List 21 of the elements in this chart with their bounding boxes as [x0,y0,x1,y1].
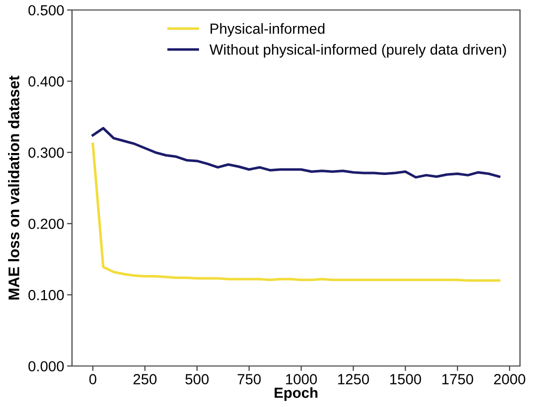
x-tick-label: 1000 [286,374,317,384]
x-tick-label: 0 [89,374,96,384]
legend-label: Physical-informed [210,23,324,37]
x-tick-label: 1750 [442,374,474,384]
x-tick-label: 1250 [338,374,369,384]
x-axis-title: Epoch [274,387,318,401]
y-tick-label: 0.100 [28,290,64,300]
x-tick-label: 2000 [494,374,526,384]
y-axis-title: MAE loss on validation dataset [8,76,20,300]
line-series [92,142,500,282]
line-series [92,126,500,179]
y-tick-label: 0.000 [28,361,64,372]
x-tick-label: 500 [185,374,209,384]
x-tick-label: 250 [134,374,157,384]
x-tick-label: 1500 [390,374,422,384]
y-tick-label: 0.200 [28,218,64,230]
y-tick-label: 0.300 [28,148,64,158]
y-tick-label: 0.500 [28,5,64,16]
x-tick-label: 750 [238,374,261,384]
legend-label: Without physical-informed (purely data driven) [209,44,506,58]
y-tick-label: 0.400 [28,76,64,87]
